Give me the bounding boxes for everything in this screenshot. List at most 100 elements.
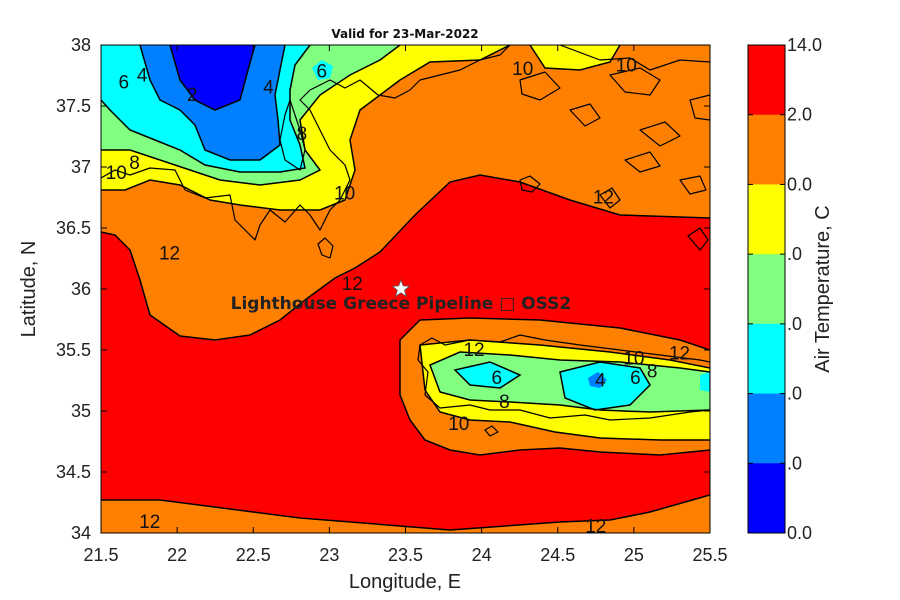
coastline-cyclades-5 bbox=[689, 94, 710, 121]
contour-line-12-crete bbox=[399, 317, 710, 456]
contour-line-2-north bbox=[169, 45, 256, 111]
colorbar-band bbox=[748, 254, 785, 325]
contour-line-10-crete bbox=[419, 339, 710, 441]
contour-label: 12 bbox=[463, 340, 484, 361]
contour-line-12-south bbox=[101, 494, 710, 531]
contour-band-4-crete bbox=[588, 372, 607, 388]
contour-line-8-north bbox=[101, 45, 401, 186]
x-tick-label: 23.5 bbox=[388, 545, 423, 565]
colorbar-frame bbox=[747, 44, 786, 534]
contour-band-12-south bbox=[101, 495, 710, 533]
coastline-cyclades-1 bbox=[519, 71, 561, 101]
y-tick-label: 34 bbox=[71, 523, 91, 543]
contour-band-10-ne bbox=[530, 45, 620, 70]
contour-line-6-crete-west bbox=[453, 361, 522, 389]
coastline-cyclades-4 bbox=[639, 121, 681, 147]
coastline-cyclades-3 bbox=[609, 67, 661, 96]
colorbar-ticks: 14.0 2.0 0.0 .0 .0 .0 .0 0.0 bbox=[748, 35, 822, 543]
site-annotation: Lighthouse Greece Pipeline □ OSS2 bbox=[231, 294, 572, 314]
contour-label: 6 bbox=[316, 62, 327, 83]
contour-label: 4 bbox=[137, 65, 148, 86]
coastline-anafi bbox=[679, 175, 707, 195]
contour-line-4-north bbox=[139, 45, 286, 161]
x-tick-label: 24.5 bbox=[540, 545, 575, 565]
x-tick-label: 22.5 bbox=[236, 545, 271, 565]
contour-label: 8 bbox=[499, 392, 510, 413]
contour-label: 10 bbox=[512, 59, 533, 80]
y-tick-label: 35.5 bbox=[56, 340, 91, 360]
x-tick-label: 25 bbox=[624, 545, 644, 565]
colorbar-band bbox=[748, 114, 785, 185]
contour-label: 6 bbox=[119, 73, 130, 94]
colorbar-band bbox=[748, 184, 785, 255]
y-tick-label: 38 bbox=[71, 35, 91, 55]
contour-band-6-islet bbox=[312, 60, 333, 80]
contour-line-6-crete-east bbox=[559, 361, 651, 411]
y-tick-label: 35 bbox=[71, 401, 91, 421]
site-star-marker bbox=[391, 278, 411, 298]
colorbar-tick-label: 2.0 bbox=[787, 105, 812, 125]
contour-label: 6 bbox=[492, 368, 503, 389]
contour-label: 12 bbox=[669, 343, 690, 364]
x-axis-ticks: 21.5 22 22.5 23 23.5 24 24.5 25 25.5 bbox=[83, 45, 728, 565]
chart-title-text: Valid for 23-Mar-2022 bbox=[331, 27, 478, 41]
y-axis-label: Latitude, N bbox=[18, 241, 40, 338]
colorbar-label: Air Temperature, C bbox=[812, 205, 834, 372]
colorbar-band bbox=[748, 393, 785, 464]
contour-label: 6 bbox=[630, 368, 641, 389]
y-tick-label: 37 bbox=[71, 157, 91, 177]
contour-band-6-crete-edge bbox=[700, 372, 710, 392]
coastline-rhodes-edge bbox=[687, 227, 709, 251]
contour-line-layer bbox=[101, 45, 710, 531]
contour-label: 10 bbox=[616, 56, 637, 77]
coastline-santorini bbox=[599, 187, 621, 209]
colorbar-band bbox=[748, 323, 785, 395]
contour-label: 8 bbox=[129, 153, 140, 174]
colorbar-tick-label: 0.0 bbox=[787, 523, 812, 543]
colorbar-band bbox=[748, 463, 785, 534]
contour-label: 4 bbox=[263, 77, 274, 98]
contour-label: 12 bbox=[139, 512, 160, 533]
colorbar-tick-label: .0 bbox=[787, 384, 802, 404]
contour-line-10-ne bbox=[529, 45, 621, 71]
x-tick-label: 21.5 bbox=[83, 545, 118, 565]
contour-label: 8 bbox=[297, 124, 308, 145]
contour-label: 12 bbox=[593, 187, 614, 208]
coastline-kythera bbox=[317, 237, 334, 259]
y-tick-label: 36 bbox=[71, 279, 91, 299]
colorbar-tick-label: 0.0 bbox=[787, 174, 812, 194]
contour-band-6-crete-east bbox=[560, 362, 650, 410]
y-axis-ticks: 34 34.5 35 35.5 36 36.5 37 37.5 38 bbox=[56, 35, 710, 543]
y-tick-label: 34.5 bbox=[56, 462, 91, 482]
x-tick-label: 25.5 bbox=[692, 545, 727, 565]
contour-line-12-north bbox=[101, 174, 710, 341]
x-axis-label: Longitude, E bbox=[349, 571, 461, 593]
contour-label: 10 bbox=[334, 184, 355, 205]
y-tick-label: 37.5 bbox=[56, 96, 91, 116]
colorbar-band bbox=[748, 45, 785, 116]
chart-title: Valid for 23-Mar-2022 bbox=[331, 27, 478, 41]
contour-label: 10 bbox=[623, 348, 644, 369]
contour-label: 10 bbox=[106, 163, 127, 184]
coastline-cyclades-2 bbox=[569, 103, 601, 127]
contour-label: 12 bbox=[159, 243, 180, 264]
coastline-mainland-ne bbox=[559, 45, 710, 71]
colorbar-tick-label: 14.0 bbox=[787, 35, 822, 55]
site-marker-group: Lighthouse Greece Pipeline □ OSS2 bbox=[231, 278, 572, 314]
colorbar-tick-label: .0 bbox=[787, 453, 802, 473]
contour-label: 8 bbox=[647, 362, 658, 383]
contour-label: 12 bbox=[585, 517, 606, 538]
colorbar-tick-label: .0 bbox=[787, 314, 802, 334]
contour-label: 4 bbox=[595, 370, 606, 391]
coastline-gavdos bbox=[484, 425, 499, 437]
contour-label: 10 bbox=[448, 414, 469, 435]
y-tick-label: 36.5 bbox=[56, 218, 91, 238]
colorbar-bands bbox=[748, 45, 785, 534]
contour-line-10-north bbox=[101, 45, 511, 211]
coastline-argolis bbox=[279, 99, 306, 171]
colorbar: 14.0 2.0 0.0 .0 .0 .0 .0 0.0 Air Temperature, C bbox=[747, 35, 834, 543]
contour-label: 12 bbox=[342, 274, 363, 295]
